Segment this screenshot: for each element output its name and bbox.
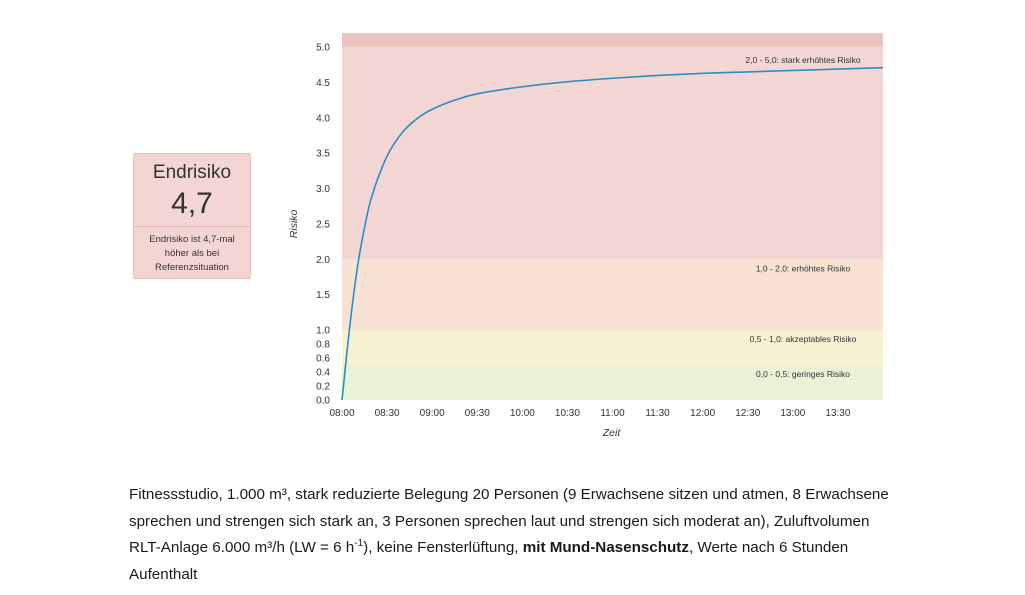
card-divider <box>134 226 250 227</box>
x-tick-label: 11:30 <box>645 408 670 419</box>
y-tick-label: 0.2 <box>316 382 330 393</box>
y-tick-label: 3.0 <box>316 184 330 195</box>
caption-text-2: ), keine Fensterlüftung, <box>363 539 523 556</box>
y-tick-label: 0.0 <box>316 396 330 407</box>
caption-bold: mit Mund-Nasenschutz <box>522 539 689 556</box>
zone-label-0: 0,0 - 0,5: geringes Risiko <box>756 369 850 379</box>
x-tick-label: 11:00 <box>600 408 625 419</box>
y-tick-label: 1.5 <box>316 290 330 301</box>
x-tick-label: 10:00 <box>510 408 535 419</box>
risk-curve-line <box>341 66 884 401</box>
y-tick-label: 0.4 <box>316 368 330 379</box>
x-tick-label: 09:00 <box>420 408 445 419</box>
y-tick-label: 4.5 <box>316 78 330 89</box>
figure-caption: Fitnessstudio, 1.000 m³, stark reduziert… <box>129 482 899 588</box>
x-tick-label: 08:30 <box>375 408 400 419</box>
x-axis-label: Zeit <box>602 427 622 439</box>
risk-zone-3 <box>342 47 883 260</box>
zone-label-3: 2,0 - 5,0: stark erhöhtes Risiko <box>745 55 861 65</box>
x-tick-label: 09:30 <box>465 408 490 419</box>
risk-zone-2 <box>342 259 883 330</box>
zone-label-2: 1,0 - 2,0: erhöhtes Risiko <box>756 263 851 273</box>
risk-summary-card: Endrisiko 4,7 Endrisiko ist 4,7-mal höhe… <box>133 153 251 279</box>
risk-zone-0 <box>342 365 883 400</box>
card-description: Endrisiko ist 4,7-mal höher als bei Refe… <box>149 234 235 273</box>
y-axis-label: Risiko <box>288 209 300 238</box>
y-tick-label: 2.0 <box>316 255 330 266</box>
final-risk-value: 4,7 <box>171 187 213 220</box>
y-tick-label: 5.0 <box>316 43 330 54</box>
x-tick-label: 08:00 <box>329 408 354 419</box>
risk-chart: 0,0 - 0,5: geringes Risiko 0,5 - 1,0: akz… <box>288 33 884 439</box>
risk-zone-1 <box>342 330 883 365</box>
y-tick-label: 2.5 <box>316 219 330 230</box>
x-tick-label: 13:30 <box>825 408 850 419</box>
y-tick-label: 0.8 <box>316 340 330 351</box>
risk-zone-4 <box>342 33 883 48</box>
y-tick-label: 1.0 <box>316 326 330 337</box>
y-tick-label: 3.5 <box>316 149 330 160</box>
caption-text-3: , Werte nach 6 Stunden Aufenthalt <box>129 539 849 583</box>
x-tick-label: 10:30 <box>555 408 580 419</box>
caption-text-1: Fitnessstudio, 1.000 m³, stark reduziert… <box>129 486 889 556</box>
card-title: Endrisiko <box>152 162 232 183</box>
y-tick-label: 0.6 <box>316 354 330 365</box>
caption-superscript: -1 <box>354 537 364 549</box>
zone-label-1: 0,5 - 1,0: akzeptables Risiko <box>750 334 857 344</box>
x-tick-label: 13:00 <box>780 408 805 419</box>
y-tick-label: 4.0 <box>316 113 330 124</box>
x-tick-label: 12:30 <box>735 408 760 419</box>
x-tick-label: 12:00 <box>690 408 715 419</box>
